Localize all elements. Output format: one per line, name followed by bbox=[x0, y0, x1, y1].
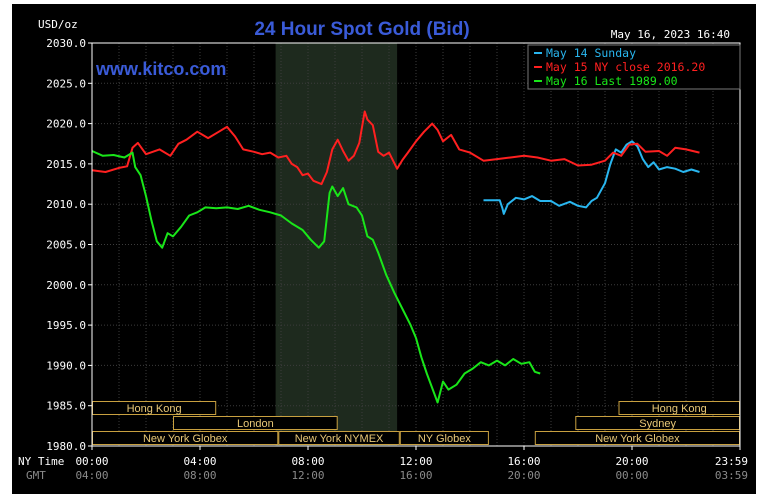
legend-entry: May 15 NY close 2016.20 bbox=[546, 60, 705, 74]
chart-timestamp: May 16, 2023 16:40 bbox=[611, 28, 730, 41]
y-tick-label: 2000.0 bbox=[46, 279, 86, 292]
gmt-row-label: GMT bbox=[26, 469, 46, 482]
x-tick-label-gmt: 00:00 bbox=[615, 469, 648, 482]
legend-entry: May 14 Sunday bbox=[546, 46, 636, 60]
y-tick-label: 2025.0 bbox=[46, 77, 86, 90]
y-tick-label: 2005.0 bbox=[46, 239, 86, 252]
session-bar bbox=[278, 431, 400, 445]
x-tick-label-gmt: 04:00 bbox=[75, 469, 108, 482]
y-tick-label: 2030.0 bbox=[46, 37, 86, 50]
x-tick-label-ny: 00:00 bbox=[75, 455, 108, 468]
series-line bbox=[483, 140, 700, 215]
session-label: New York NYMEX bbox=[295, 433, 384, 445]
x-tick-label-ny: 12:00 bbox=[399, 455, 432, 468]
x-tick-label-gmt: 12:00 bbox=[291, 469, 324, 482]
y-tick-label: 1995.0 bbox=[46, 319, 86, 332]
nymex-session-highlight bbox=[275, 43, 398, 446]
x-tick-label-gmt: 08:00 bbox=[183, 469, 216, 482]
session-bar bbox=[173, 416, 338, 430]
y-axis-unit-label: USD/oz bbox=[38, 18, 78, 31]
session-label: London bbox=[237, 418, 274, 430]
x-tick-label-gmt: 03:59 bbox=[715, 469, 748, 482]
x-tick-label-gmt: 20:00 bbox=[507, 469, 540, 482]
x-tick-label-ny: 23:59 bbox=[715, 455, 748, 468]
session-label: New York Globex bbox=[143, 433, 228, 445]
session-label: Sydney bbox=[639, 418, 676, 430]
x-tick-label-ny: 08:00 bbox=[291, 455, 324, 468]
session-label: New York Globex bbox=[595, 433, 680, 445]
y-tick-label: 1985.0 bbox=[46, 400, 86, 413]
legend-entry: May 16 Last 1989.00 bbox=[546, 74, 678, 88]
y-tick-label: 1990.0 bbox=[46, 359, 86, 372]
session-label: Hong Kong bbox=[127, 403, 182, 415]
gold-price-chart: Hong Kong London New York Globex New York N… bbox=[18, 18, 748, 482]
session-bar bbox=[399, 431, 489, 445]
session-label: NY Globex bbox=[418, 433, 471, 445]
y-tick-label: 1980.0 bbox=[46, 440, 86, 453]
y-tick-label: 2015.0 bbox=[46, 158, 86, 171]
session-label: Hong Kong bbox=[652, 403, 707, 415]
y-tick-label: 2010.0 bbox=[46, 198, 86, 211]
site-watermark: www.kitco.com bbox=[95, 59, 226, 79]
ny-time-row-label: NY Time bbox=[18, 455, 64, 468]
gold-chart-panel: Hong Kong London New York Globex New York N… bbox=[12, 4, 756, 494]
y-tick-label: 2020.0 bbox=[46, 118, 86, 131]
series-line bbox=[91, 110, 700, 186]
series-line bbox=[91, 150, 541, 404]
chart-title: 24 Hour Spot Gold (Bid) bbox=[254, 19, 469, 40]
x-tick-label-gmt: 16:00 bbox=[399, 469, 432, 482]
legend-box bbox=[527, 44, 741, 90]
x-tick-label-ny: 16:00 bbox=[507, 455, 540, 468]
x-tick-label-ny: 20:00 bbox=[615, 455, 648, 468]
x-tick-label-ny: 04:00 bbox=[183, 455, 216, 468]
